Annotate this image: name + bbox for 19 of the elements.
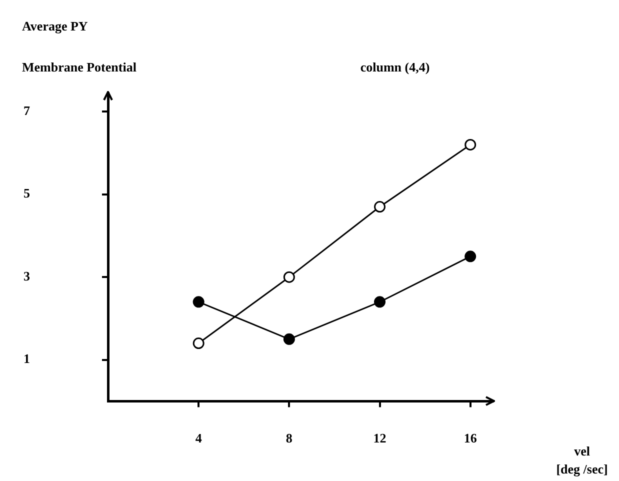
point [374, 296, 386, 308]
point [374, 201, 386, 213]
x-tick-label: 12 [373, 430, 386, 446]
y-tick-label: 1 [24, 351, 30, 366]
text: Average PY Membrane Potential [22, 18, 136, 74]
point [464, 250, 476, 262]
x-tick-label: 4 [195, 430, 202, 446]
point [192, 296, 204, 308]
chart-title: column (4,4) [360, 59, 430, 74]
y-tick-label: 5 [24, 186, 30, 201]
y-tick-label: 7 [24, 102, 30, 118]
point [283, 333, 295, 345]
point [283, 271, 295, 283]
point [192, 338, 204, 350]
x-axis-title: vel [deg /sec] [556, 443, 608, 476]
y-tick-label: 3 [24, 268, 30, 284]
x-tick-label: 16 [464, 430, 478, 446]
point [464, 138, 476, 150]
x-tick-label: 8 [286, 430, 293, 446]
